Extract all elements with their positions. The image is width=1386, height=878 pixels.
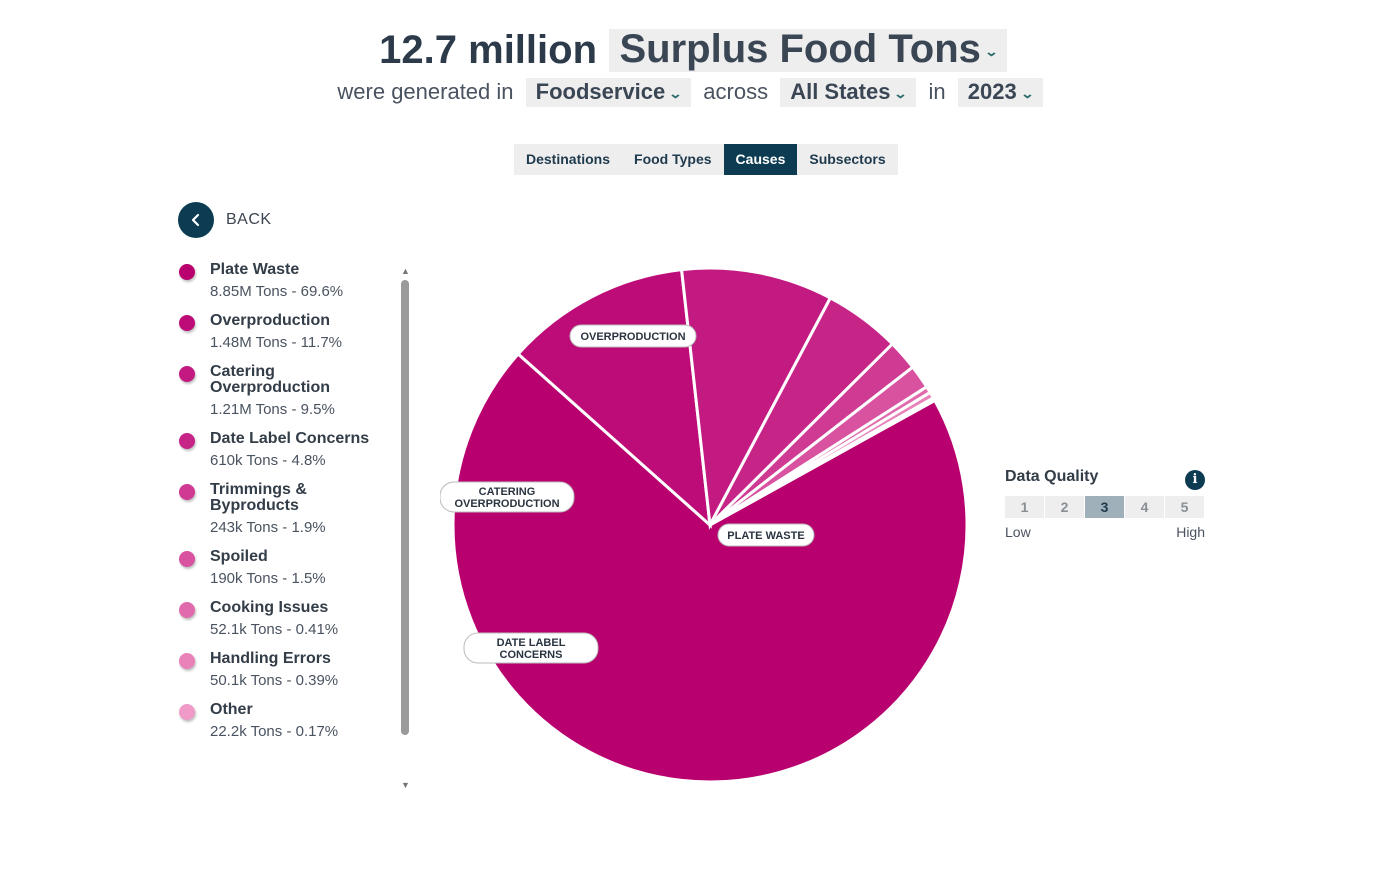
legend-item-catering-overproduction[interactable]: Catering Overproduction 1.21M Tons - 9.5… <box>178 364 388 419</box>
back-arrow-icon <box>178 202 214 238</box>
headline: 12.7 million Surplus Food Tons ⌄ <box>0 28 1386 73</box>
pie-label-text: CATERING <box>479 486 536 498</box>
data-quality-ends: Low High <box>1005 524 1205 540</box>
pie-label-text: PLATE WASTE <box>727 530 804 542</box>
tab-food-types[interactable]: Food Types <box>634 151 712 167</box>
legend-name: Catering Overproduction <box>210 363 331 396</box>
data-quality-panel: Data Quality i 1 2 3 4 5 Low High <box>1005 468 1205 540</box>
legend-item-cooking-issues[interactable]: Cooking Issues 52.1k Tons - 0.41% <box>178 600 388 639</box>
scrollbar-thumb[interactable] <box>401 280 409 735</box>
legend-dot <box>179 551 195 567</box>
legend-value: 610k Tons - 4.8% <box>210 452 326 469</box>
legend-name: Handling Errors <box>210 650 331 667</box>
legend-name: Overproduction <box>210 312 331 329</box>
high-label: High <box>1176 524 1205 540</box>
legend-dot <box>179 602 195 618</box>
pie-label-text: DATE LABEL <box>497 637 566 649</box>
legend-dot <box>179 433 195 449</box>
total-amount: 12.7 million <box>379 28 598 72</box>
legend-value: 52.1k Tons - 0.41% <box>210 621 339 638</box>
legend-item-date-label-concerns[interactable]: Date Label Concerns 610k Tons - 4.8% <box>178 431 388 470</box>
quality-level-1: 1 <box>1005 496 1044 518</box>
legend-value: 1.48M Tons - 11.7% <box>210 334 343 351</box>
legend-dot <box>179 366 195 382</box>
view-tabs: Destinations Food Types Causes Subsector… <box>514 144 898 175</box>
tab-causes[interactable]: Causes <box>723 144 798 175</box>
back-label: BACK <box>226 211 272 228</box>
legend-value: 22.2k Tons - 0.17% <box>210 723 339 740</box>
pie-label-text: OVERPRODUCTION <box>454 498 559 510</box>
legend-dot <box>179 704 195 720</box>
chevron-down-icon: ⌄ <box>984 43 999 59</box>
pie-slice-catering-overproduction[interactable] <box>679 266 833 530</box>
year-dropdown[interactable]: 2023 ⌄ <box>957 78 1043 107</box>
legend-value: 50.1k Tons - 0.39% <box>210 672 339 689</box>
legend-item-other[interactable]: Other 22.2k Tons - 0.17% <box>178 702 388 741</box>
legend-scrollbar[interactable]: ▲ ▼ <box>400 266 410 790</box>
chevron-down-icon: ⌄ <box>1020 85 1035 101</box>
sector-dropdown[interactable]: Foodservice ⌄ <box>525 78 692 107</box>
chevron-down-icon: ⌄ <box>668 85 683 101</box>
legend-value: 1.21M Tons - 9.5% <box>210 401 335 418</box>
legend-value: 190k Tons - 1.5% <box>210 570 326 587</box>
legend-name: Trimmings & Byproducts <box>210 481 307 514</box>
legend-dot <box>179 484 195 500</box>
pie-label-plate-waste: PLATE WASTE <box>717 523 815 547</box>
low-label: Low <box>1005 524 1031 540</box>
quality-level-2: 2 <box>1045 496 1084 518</box>
quality-level-3: 3 <box>1085 496 1124 518</box>
legend-name: Cooking Issues <box>210 599 329 616</box>
pie-label-date-label-concerns: DATE LABEL CONCERNS <box>463 632 599 664</box>
legend-item-trimmings-byproducts[interactable]: Trimmings & Byproducts 243k Tons - 1.9% <box>178 482 388 537</box>
quality-level-4: 4 <box>1125 496 1164 518</box>
chevron-down-icon: ⌄ <box>893 85 909 101</box>
legend-item-overproduction[interactable]: Overproduction 1.48M Tons - 11.7% <box>178 313 388 352</box>
data-quality-scale: 1 2 3 4 5 <box>1005 496 1205 518</box>
legend-dot <box>179 264 195 280</box>
metric-dropdown[interactable]: Surplus Food Tons ⌄ <box>609 27 1007 72</box>
year-label: 2023 <box>967 79 1017 104</box>
legend-value: 243k Tons - 1.9% <box>210 519 326 536</box>
legend-dot <box>179 315 195 331</box>
region-label: All States <box>790 79 891 104</box>
tab-destinations[interactable]: Destinations <box>526 151 611 167</box>
data-quality-title: Data Quality <box>1005 468 1099 485</box>
causes-pie-chart[interactable]: OVERPRODUCTION CATERING OVERPRODUCTION P… <box>440 255 980 795</box>
back-button[interactable]: BACK <box>178 202 272 238</box>
subline: were generated in Foodservice ⌄ across Al… <box>0 78 1386 107</box>
legend-name: Other <box>210 701 253 718</box>
legend-item-handling-errors[interactable]: Handling Errors 50.1k Tons - 0.39% <box>178 651 388 690</box>
text-in: in <box>928 79 946 104</box>
pie-slices <box>451 266 969 784</box>
scroll-down-icon[interactable]: ▼ <box>401 780 410 790</box>
pie-label-catering-overproduction: CATERING OVERPRODUCTION <box>440 481 575 513</box>
legend-item-spoiled[interactable]: Spoiled 190k Tons - 1.5% <box>178 549 388 588</box>
scroll-up-icon[interactable]: ▲ <box>401 266 410 276</box>
legend-name: Date Label Concerns <box>210 430 370 447</box>
pie-slice-other[interactable] <box>709 395 937 527</box>
tab-subsectors[interactable]: Subsectors <box>809 151 886 167</box>
legend-value: 8.85M Tons - 69.6% <box>210 283 344 300</box>
legend-name: Plate Waste <box>210 261 300 278</box>
region-dropdown[interactable]: All States ⌄ <box>780 78 917 107</box>
pie-label-text: CONCERNS <box>500 649 563 661</box>
legend: Plate Waste 8.85M Tons - 69.6% Overprodu… <box>178 262 388 753</box>
legend-name: Spoiled <box>210 548 268 565</box>
legend-item-plate-waste[interactable]: Plate Waste 8.85M Tons - 69.6% <box>178 262 388 301</box>
sector-label: Foodservice <box>535 79 666 104</box>
quality-level-5: 5 <box>1165 496 1204 518</box>
info-icon[interactable]: i <box>1185 470 1205 490</box>
pie-label-overproduction: OVERPRODUCTION <box>569 324 697 348</box>
text-across: across <box>703 79 769 104</box>
metric-label: Surplus Food Tons <box>619 27 981 72</box>
pie-label-text: OVERPRODUCTION <box>580 331 685 343</box>
text-generated: were generated in <box>337 79 514 104</box>
legend-dot <box>179 653 195 669</box>
